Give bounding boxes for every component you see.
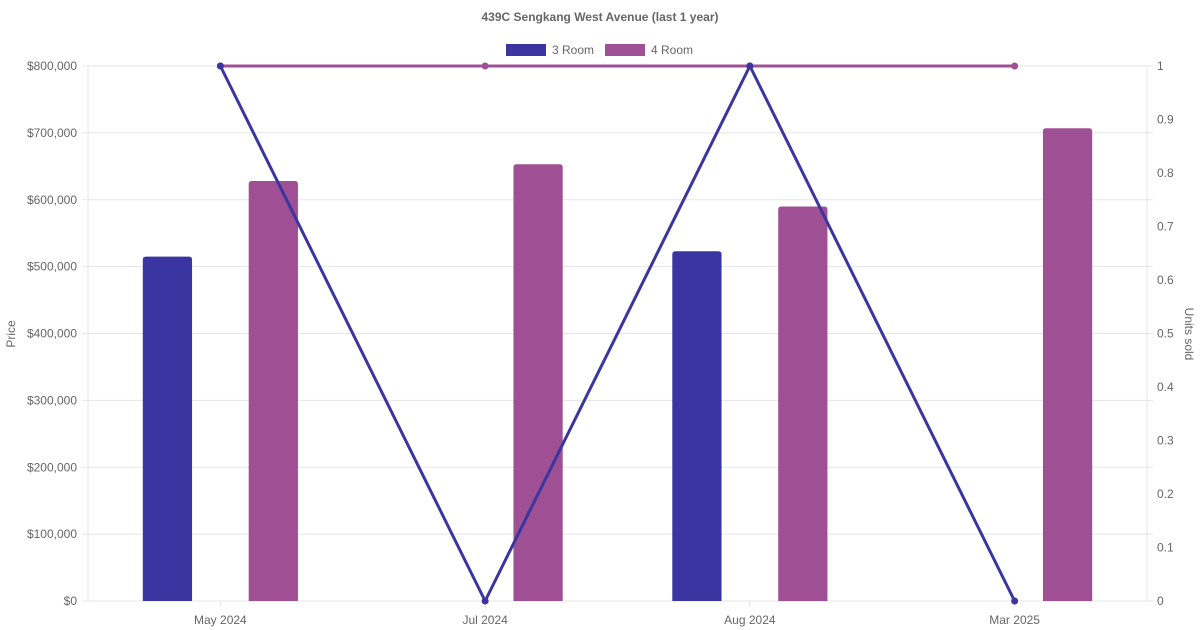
legend-swatch-4-room	[605, 44, 645, 56]
bar-3-room	[672, 251, 722, 601]
left-tick-label: $500,000	[27, 260, 77, 274]
right-axis-ticks: 0 0.1 0.2 0.3 0.4 0.5 0.6 0.7 0.8 0.9 1	[1157, 59, 1174, 608]
point-3-room	[481, 597, 489, 605]
bars	[142, 128, 1093, 601]
legend-label: 4 Room	[651, 43, 693, 57]
right-tick-label: 0.9	[1157, 113, 1174, 127]
right-tick-label: 0	[1157, 594, 1164, 608]
left-tick-label: $0	[64, 594, 78, 608]
point-3-room	[216, 62, 224, 70]
point-4-room	[1011, 62, 1019, 70]
right-tick-label: 0.7	[1157, 220, 1174, 234]
bar-4-room	[248, 181, 298, 601]
point-4-room	[481, 62, 489, 70]
left-tick-label: $100,000	[27, 527, 77, 541]
x-tick-label: Mar 2025	[989, 613, 1040, 627]
left-axis-ticks: $0 $100,000 $200,000 $300,000 $400,000 $500,0…	[27, 59, 77, 608]
x-tick-label: Aug 2024	[724, 613, 776, 627]
legend-swatch-3-room	[506, 44, 546, 56]
point-3-room	[746, 62, 754, 70]
left-tick-label: $600,000	[27, 193, 77, 207]
right-tick-label: 0.5	[1157, 327, 1174, 341]
left-tick-label: $400,000	[27, 327, 77, 341]
right-axis-title: Units sold	[1182, 308, 1196, 361]
bar-4-room	[513, 164, 563, 601]
x-axis-ticks: May 2024 Jul 2024 Aug 2024 Mar 2025	[194, 613, 1040, 627]
line-3-room	[219, 64, 1016, 603]
right-tick-label: 0.3	[1157, 434, 1174, 448]
bar-4-room	[778, 206, 828, 601]
x-tick-label: Jul 2024	[462, 613, 508, 627]
right-tick-label: 0.6	[1157, 273, 1174, 287]
series-points	[216, 62, 1019, 605]
point-3-room	[1011, 597, 1019, 605]
right-tick-label: 0.4	[1157, 380, 1174, 394]
chart-title: 439C Sengkang West Avenue (last 1 year)	[482, 10, 719, 24]
left-axis-title: Price	[4, 320, 18, 348]
left-tick-label: $300,000	[27, 393, 77, 407]
x-tick-label: May 2024	[194, 613, 247, 627]
bar-3-room	[142, 256, 193, 601]
left-tick-label: $200,000	[27, 460, 77, 474]
left-tick-label: $700,000	[27, 126, 77, 140]
legend-label: 3 Room	[552, 43, 594, 57]
legend: 3 Room 4 Room	[506, 43, 693, 57]
left-tick-label: $800,000	[27, 59, 77, 73]
series-lines	[219, 64, 1016, 603]
right-tick-label: 1	[1157, 59, 1164, 73]
right-tick-label: 0.8	[1157, 166, 1174, 180]
right-tick-label: 0.1	[1157, 541, 1174, 555]
bar-4-room	[1042, 128, 1093, 601]
right-tick-label: 0.2	[1157, 487, 1174, 501]
